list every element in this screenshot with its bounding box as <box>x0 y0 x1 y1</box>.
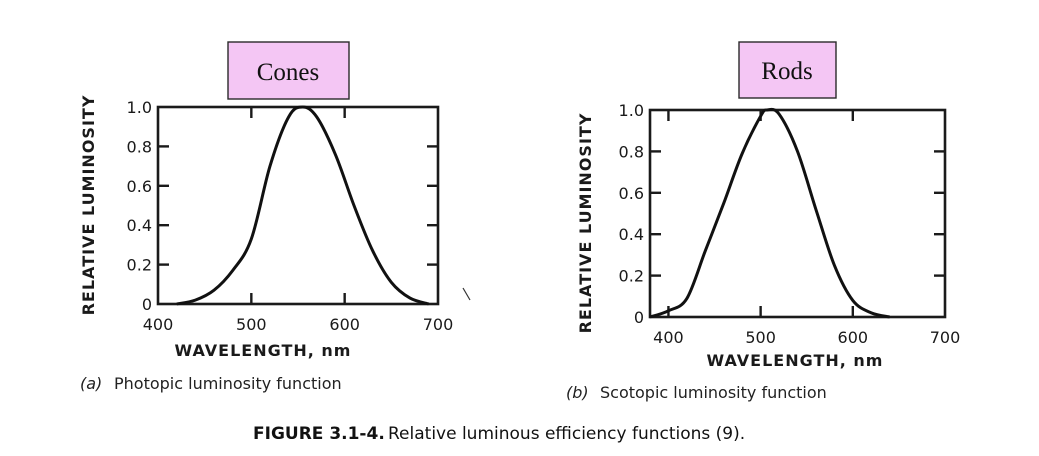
x-tick-label: 700 <box>930 328 961 347</box>
badge-cones-label: Cones <box>257 59 320 86</box>
caption-a-letter: (a) <box>80 374 102 393</box>
y-axis-title-a: RELATIVE LUMINOSITY <box>79 95 98 316</box>
y-tick-label: 0.8 <box>619 142 644 161</box>
chart-photopic: 0 0.2 0.4 0.6 0.8 1.0 400 500 600 700 RELATIVE LU… <box>79 95 453 360</box>
y-tick-label: 0.2 <box>619 267 644 286</box>
x-axis-title-b: WAVELENGTH, nm <box>707 351 884 370</box>
x-tick-label: 400 <box>653 328 684 347</box>
series-line-scotopic <box>649 107 891 319</box>
caption-a-text: Photopic luminosity function <box>114 374 342 393</box>
series-line-photopic <box>176 105 430 306</box>
y-tick-label: 0.8 <box>127 137 152 156</box>
y-tick-label: 0.6 <box>127 177 152 196</box>
y-tick-label: 0.4 <box>127 216 152 235</box>
badge-rods: Rods <box>738 41 837 99</box>
y-tick-label: 0 <box>634 308 644 327</box>
x-tick-label: 600 <box>329 315 360 334</box>
caption-b-text: Scotopic luminosity function <box>600 383 827 402</box>
y-tick-label: 1.0 <box>619 101 644 120</box>
y-tick-label: 0.2 <box>127 256 152 275</box>
figure-caption-text: Relative luminous efficiency functions (… <box>388 424 745 444</box>
caption-a: (a) Photopic luminosity function <box>80 374 342 393</box>
y-tick-label: 0.6 <box>619 184 644 203</box>
x-tick-label: 700 <box>423 315 454 334</box>
ticks-a: 0 0.2 0.4 0.6 0.8 1.0 400 500 600 700 <box>127 98 454 334</box>
x-tick-label: 400 <box>143 315 174 334</box>
y-axis-title-b: RELATIVE LUMINOSITY <box>576 113 595 334</box>
y-tick-label: 0 <box>142 295 152 314</box>
chart-scotopic: 0 0.2 0.4 0.6 0.8 1.0 400 500 600 700 RELATIVE LU… <box>576 101 960 370</box>
caption-b: (b) Scotopic luminosity function <box>566 383 827 402</box>
badge-rods-label: Rods <box>761 58 812 85</box>
plot-frame-b <box>648 108 947 319</box>
caption-b-letter: (b) <box>566 383 589 402</box>
x-tick-label: 500 <box>236 315 267 334</box>
plot-frame-a <box>156 105 440 306</box>
y-tick-label: 1.0 <box>127 98 152 117</box>
figure-caption-label: FIGURE 3.1-4. <box>253 424 385 444</box>
badge-cones: Cones <box>227 41 350 100</box>
figure-caption: FIGURE 3.1-4. Relative luminous efficien… <box>253 424 745 444</box>
x-tick-label: 600 <box>838 328 869 347</box>
x-tick-label: 500 <box>745 328 776 347</box>
x-axis-title-a: WAVELENGTH, nm <box>175 341 352 360</box>
y-tick-label: 0.4 <box>619 225 644 244</box>
scan-mark <box>462 287 471 301</box>
